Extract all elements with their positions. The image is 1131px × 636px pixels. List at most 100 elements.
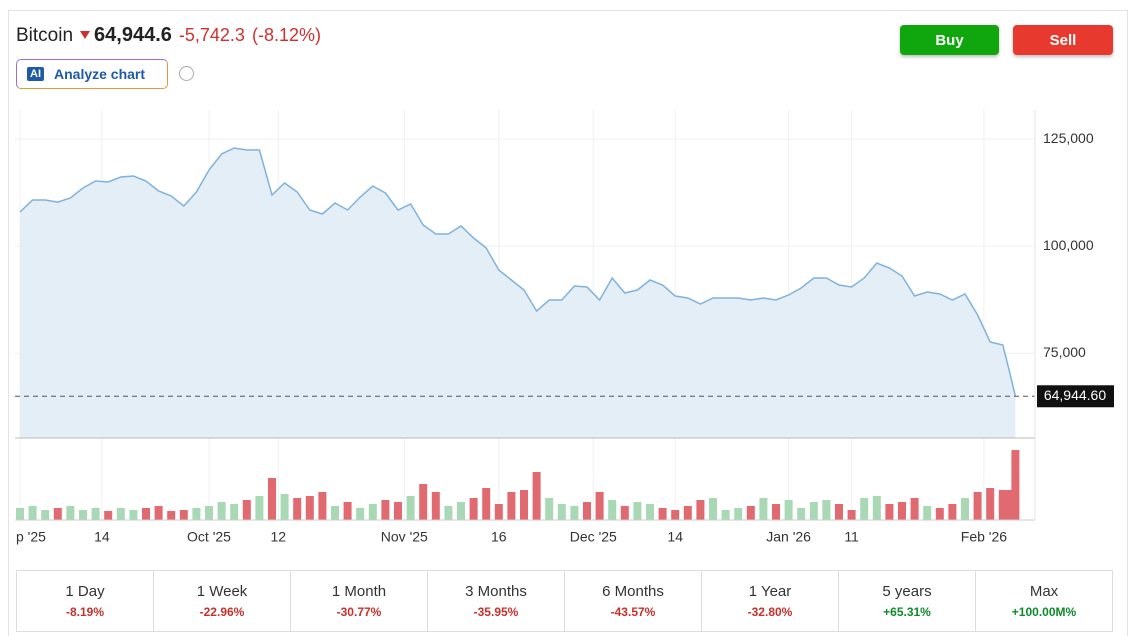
volume-bar <box>16 508 24 520</box>
volume-bar <box>179 510 188 520</box>
period-change: +100.00M% <box>1011 605 1077 619</box>
volume-bar <box>368 504 377 520</box>
volume-bar <box>494 504 503 520</box>
volume-bar <box>167 511 176 520</box>
period-cell[interactable]: 5 years +65.31% <box>838 571 975 631</box>
volume-bar <box>394 502 402 520</box>
period-cell[interactable]: 1 Month -30.77% <box>290 571 427 631</box>
volume-bar <box>91 508 100 520</box>
period-cell[interactable]: Max +100.00M% <box>975 571 1112 631</box>
price-area <box>20 148 1016 438</box>
volume-bar <box>772 504 780 520</box>
x-tick-label: 12 <box>271 529 287 545</box>
sell-button[interactable]: Sell <box>1013 25 1113 55</box>
y-tick-label: 125,000 <box>1043 130 1094 146</box>
volume-bar <box>205 506 213 520</box>
period-cell[interactable]: 1 Day -8.19% <box>17 571 153 631</box>
volume-bar <box>570 506 579 520</box>
volume-bar <box>419 484 428 520</box>
volume-bar <box>129 510 138 520</box>
volume-bar <box>318 492 327 520</box>
volume-bar <box>217 502 226 520</box>
volume-bar <box>860 498 869 520</box>
info-icon[interactable] <box>179 66 194 81</box>
asset-name: Bitcoin <box>16 25 74 46</box>
period-label: 1 Day <box>65 583 105 600</box>
last-price-label: 64,944.60 <box>1044 387 1106 403</box>
x-tick-label: Jan '26 <box>766 529 811 545</box>
analyze-button[interactable]: AI Analyze chart <box>16 59 168 89</box>
volume-bar <box>507 492 516 520</box>
period-change: -32.80% <box>747 605 793 619</box>
volume-bar <box>532 472 541 520</box>
analyze-label: Analyze chart <box>54 66 146 82</box>
x-tick-label: Feb '26 <box>961 529 1007 545</box>
volume-bar <box>280 494 289 520</box>
down-arrow <box>80 31 91 39</box>
volume-bar <box>41 510 50 520</box>
ai-badge: AI <box>27 67 44 81</box>
volume-bar <box>898 502 906 520</box>
period-label: 6 Months <box>602 583 664 600</box>
x-tick-label: 14 <box>667 529 683 545</box>
volume-bar <box>784 500 793 520</box>
volume-bar <box>961 498 969 520</box>
x-tick-label: 14 <box>94 529 110 545</box>
volume-bar <box>658 508 667 520</box>
volume-bar <box>935 508 944 520</box>
volume-bar <box>998 490 1007 520</box>
volume-bar <box>986 488 995 520</box>
volume-bar <box>457 502 465 520</box>
volume-bar <box>797 508 806 520</box>
y-tick-label: 100,000 <box>1043 237 1094 253</box>
volume-bar <box>293 498 302 520</box>
volume-bar <box>671 510 680 520</box>
volume-bar <box>746 506 755 520</box>
volume-bar <box>721 510 730 520</box>
volume-bar <box>633 502 642 520</box>
price-line <box>19 147 1017 397</box>
volume-bar <box>910 498 919 520</box>
price: 64,944.6 <box>94 24 172 46</box>
volume-bar <box>608 500 617 520</box>
volume-bar <box>142 508 150 520</box>
volume-bar <box>646 504 654 520</box>
volume-bar <box>343 502 352 520</box>
volume-bar <box>709 498 717 520</box>
volume-bar <box>255 496 264 520</box>
volume-bar <box>948 504 957 520</box>
volume-bar <box>406 496 415 520</box>
period-label: 1 Month <box>331 583 387 600</box>
volume-bar <box>545 498 554 520</box>
period-cell[interactable]: 1 Year -32.80% <box>701 571 838 631</box>
period-label: 1 Year <box>748 583 792 600</box>
period-change: -30.77% <box>336 605 382 619</box>
period-cell[interactable]: 6 Months -43.57% <box>564 571 701 631</box>
chart-group: 75,000 100,000 125,000 p '25 14 Oct '25 12 Nov … <box>15 110 1114 545</box>
period-change: -35.95% <box>473 605 519 619</box>
x-tick-label: Dec '25 <box>570 529 617 545</box>
volume-bar <box>809 502 818 520</box>
volume-bar <box>885 504 894 520</box>
period-table: 1 Day -8.19% 1 Week -22.96% 1 Month -30.77% 3 … <box>16 570 1113 632</box>
volume-bar <box>835 504 843 520</box>
period-cell[interactable]: 1 Week -22.96% <box>153 571 290 631</box>
x-tick-label: p '25 <box>16 529 46 545</box>
volume-bar <box>683 506 692 520</box>
period-change: +65.31% <box>883 605 931 619</box>
volume-bar <box>973 492 982 520</box>
x-tick-label: Nov '25 <box>381 529 428 545</box>
volume-bar <box>847 510 856 520</box>
period-cell[interactable]: 3 Months -35.95% <box>427 571 564 631</box>
buy-button[interactable]: Buy <box>900 25 999 55</box>
volume-bar <box>53 508 62 520</box>
volume-bar <box>242 500 251 520</box>
last-price-tag <box>1037 385 1114 408</box>
volume-bar <box>822 500 831 520</box>
volume-bar <box>116 508 125 520</box>
volume-bar <box>520 490 528 520</box>
volume-bar <box>923 506 932 520</box>
volume-bar <box>28 506 37 520</box>
volume-bar <box>1011 450 1020 520</box>
